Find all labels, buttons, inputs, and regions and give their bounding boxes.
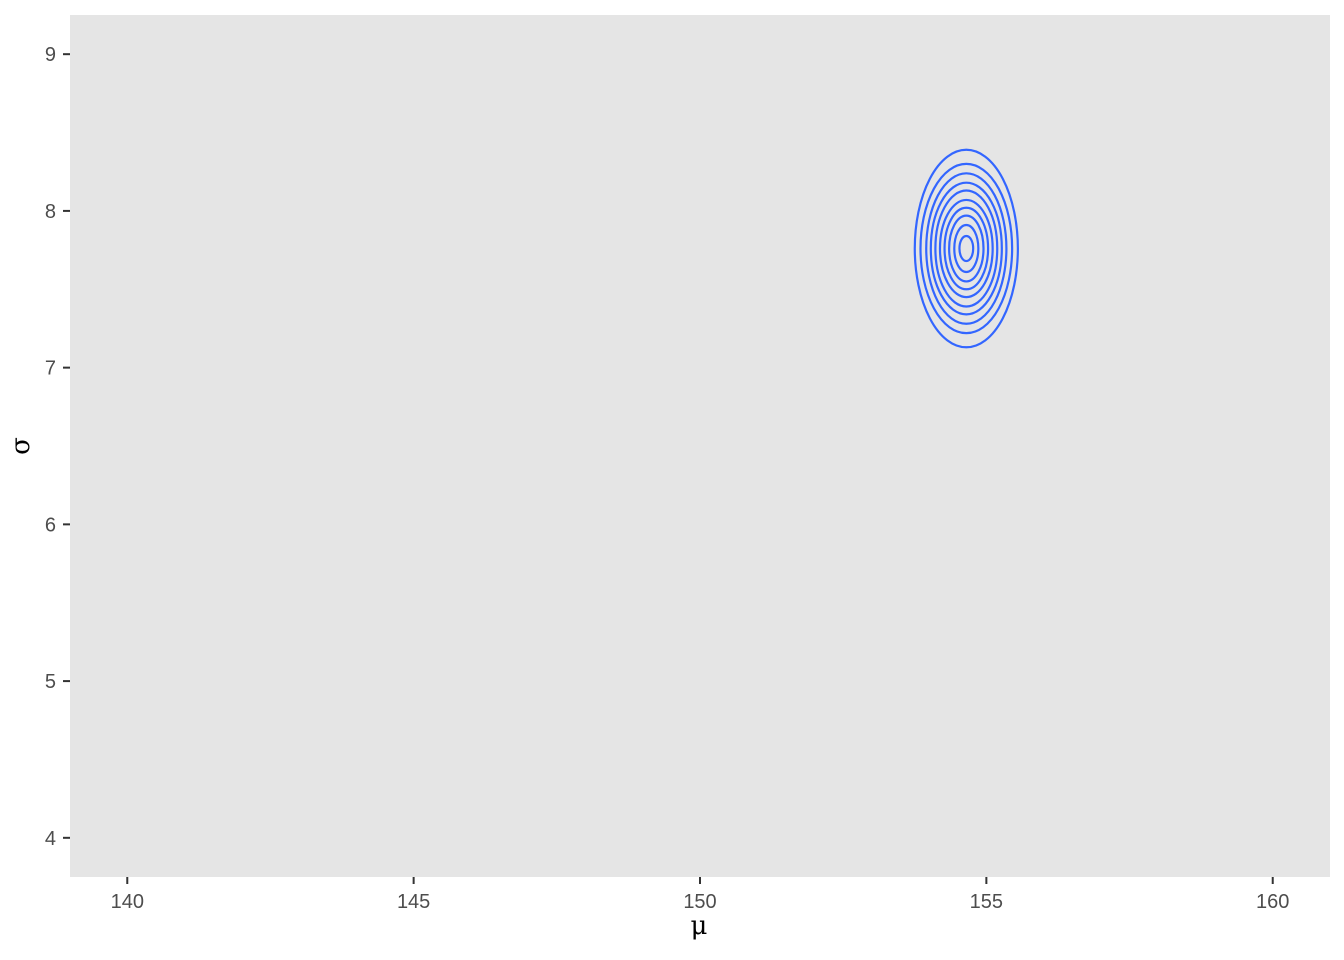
y-tick-label: 6 xyxy=(45,514,56,536)
y-tick-label: 4 xyxy=(45,828,56,850)
contour-lines xyxy=(913,148,1019,349)
y-axis: 4 5 6 7 8 9 xyxy=(45,44,70,850)
contour-line xyxy=(913,148,1019,349)
x-tick-label: 160 xyxy=(1256,891,1289,913)
contour-line xyxy=(948,214,985,283)
contour-line xyxy=(953,223,980,274)
y-tick-label: 7 xyxy=(45,358,56,380)
x-tick-label: 150 xyxy=(683,891,716,913)
y-axis-title: σ xyxy=(6,437,36,455)
contour-line xyxy=(919,162,1014,335)
x-tick-label: 140 xyxy=(111,891,144,913)
contour-line xyxy=(958,234,975,263)
y-tick-label: 5 xyxy=(45,671,56,693)
x-tick-label: 145 xyxy=(397,891,430,913)
x-axis-title: μ xyxy=(691,911,708,941)
contour-line xyxy=(938,198,994,299)
x-tick-label: 155 xyxy=(970,891,1003,913)
y-tick-label: 8 xyxy=(45,201,56,223)
x-axis: 140 145 150 155 160 xyxy=(111,877,1289,913)
contour-line xyxy=(929,181,1003,316)
contour-line xyxy=(943,206,990,291)
y-tick-label: 9 xyxy=(45,44,56,66)
contour-line xyxy=(934,189,999,308)
contour-line xyxy=(925,172,1008,325)
plot-panel xyxy=(70,15,1330,877)
